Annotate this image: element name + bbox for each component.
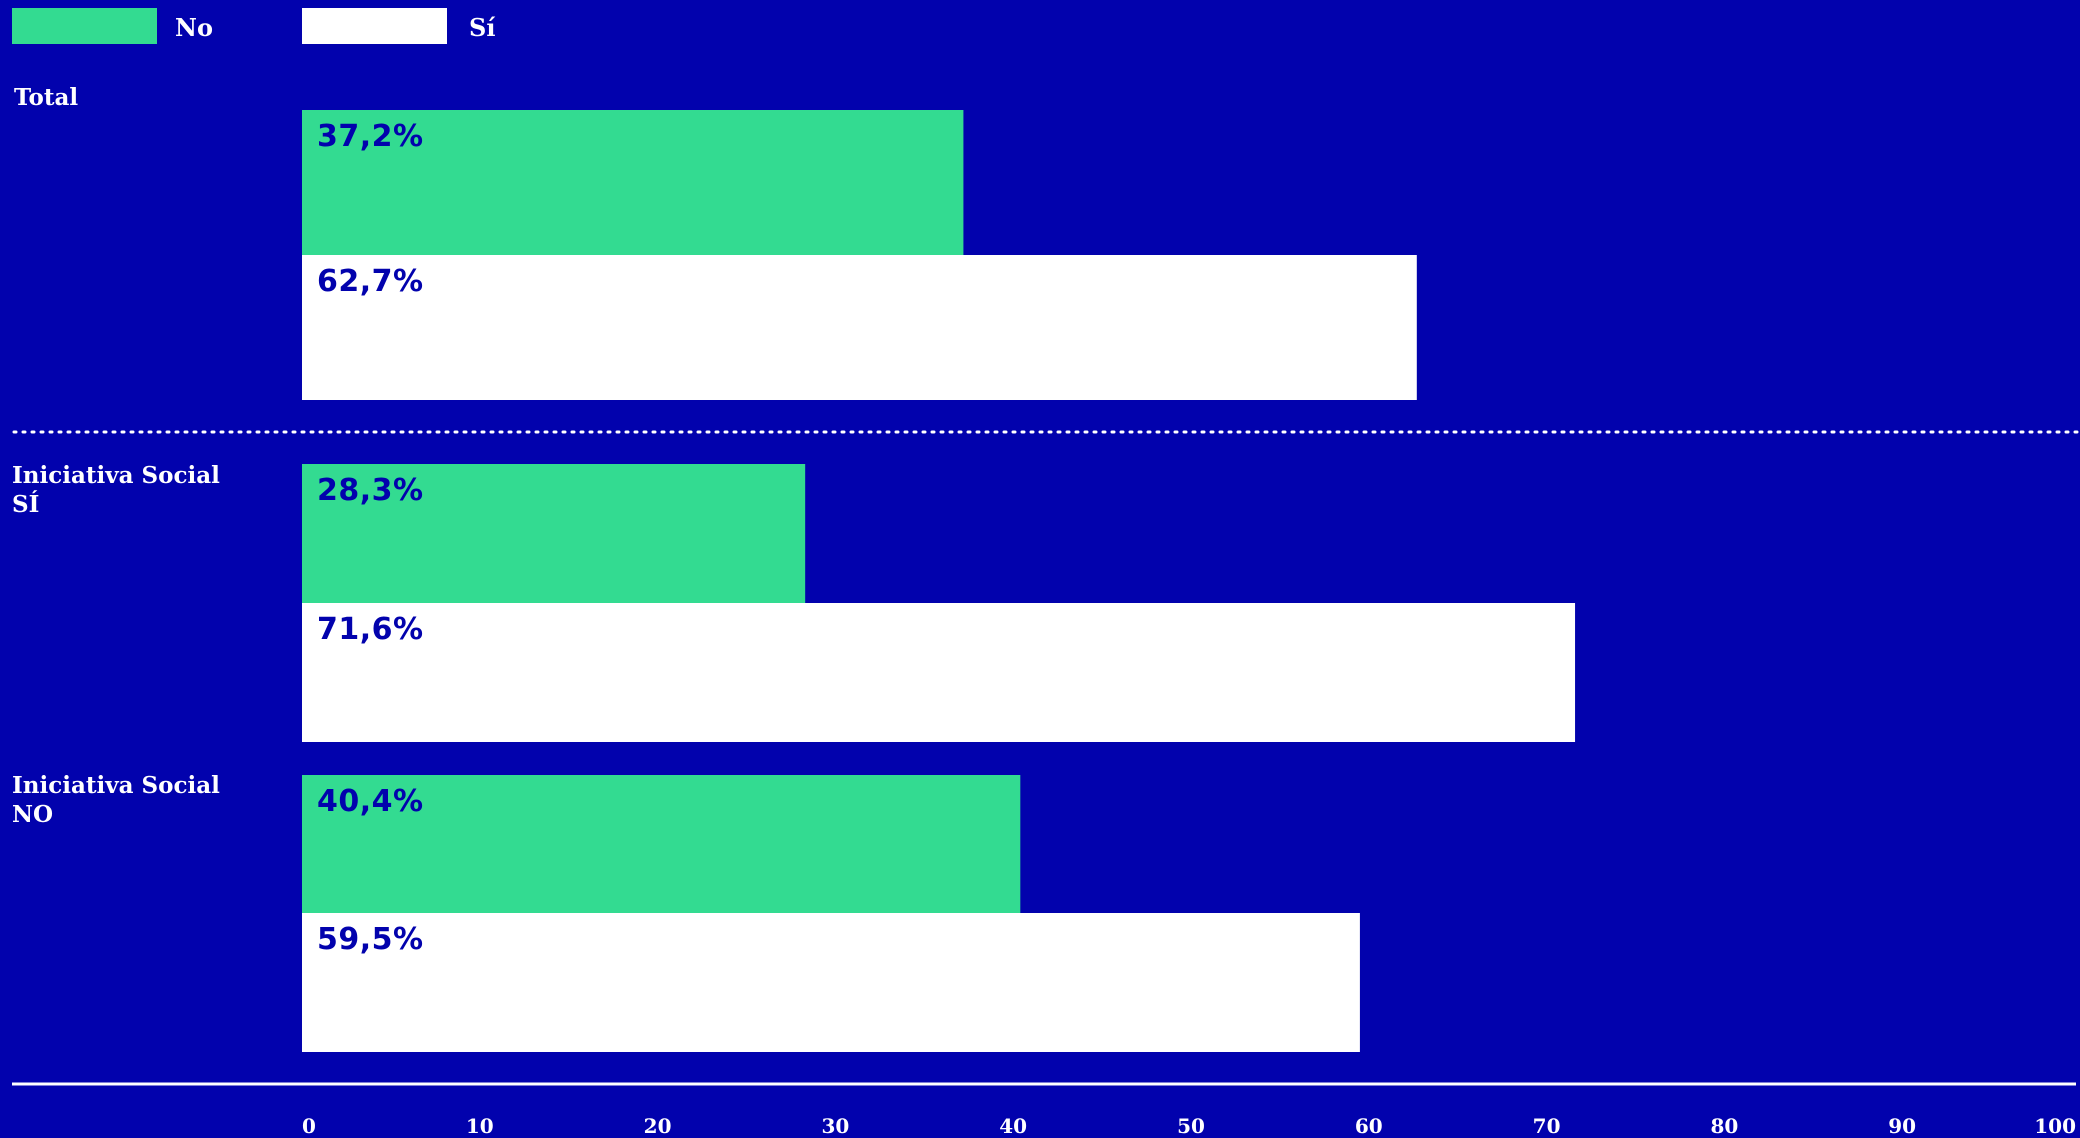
- bar-no-0: [302, 110, 964, 255]
- bar-value-label-no-2: 40,4%: [317, 784, 424, 819]
- bar-value-label-si-0: 62,7%: [317, 264, 424, 299]
- category-label-iniciativa-si-line2: SÍ: [12, 491, 39, 518]
- x-tick-label-10: 10: [466, 1114, 494, 1138]
- legend-swatch-si: [302, 8, 447, 44]
- bar-no-2: [302, 775, 1021, 913]
- x-axis-ticks: 0 10 20 30 40 50 60 70 80 90 100: [302, 1114, 2076, 1138]
- legend-label-si: Sí: [469, 13, 495, 42]
- bar-si-2: [302, 913, 1360, 1052]
- category-label-total: Total: [14, 84, 78, 111]
- x-tick-label-40: 40: [999, 1114, 1027, 1138]
- bar-value-label-si-1: 71,6%: [317, 612, 424, 647]
- x-tick-label-20: 20: [644, 1114, 672, 1138]
- bar-si-0: [302, 255, 1417, 400]
- bar-value-label-si-2: 59,5%: [317, 922, 424, 957]
- bar-value-label-no-1: 28,3%: [317, 473, 424, 508]
- category-labels: Total Iniciativa Social SÍ Iniciativa So…: [12, 84, 220, 828]
- x-tick-label-80: 80: [1710, 1114, 1738, 1138]
- bar-value-label-no-0: 37,2%: [317, 119, 424, 154]
- category-label-iniciativa-si-line1: Iniciativa Social: [12, 462, 220, 489]
- x-tick-label-30: 30: [821, 1114, 849, 1138]
- legend-label-no: No: [175, 13, 213, 42]
- x-tick-label-0: 0: [302, 1114, 316, 1138]
- legend-swatch-no: [12, 8, 157, 44]
- x-tick-label-90: 90: [1888, 1114, 1916, 1138]
- x-tick-label-60: 60: [1355, 1114, 1383, 1138]
- category-label-iniciativa-no-line2: NO: [12, 801, 53, 828]
- x-tick-label-100: 100: [2034, 1114, 2076, 1138]
- bar-si-1: [302, 603, 1576, 742]
- x-tick-label-70: 70: [1533, 1114, 1561, 1138]
- x-tick-label-50: 50: [1177, 1114, 1205, 1138]
- bars: 37,2% 28,3% 40,4% 62,7% 71,6% 59,5%: [302, 110, 1576, 1052]
- legend: No Sí: [12, 8, 495, 44]
- category-label-iniciativa-no-line1: Iniciativa Social: [12, 772, 220, 799]
- bar-no-1: [302, 464, 806, 603]
